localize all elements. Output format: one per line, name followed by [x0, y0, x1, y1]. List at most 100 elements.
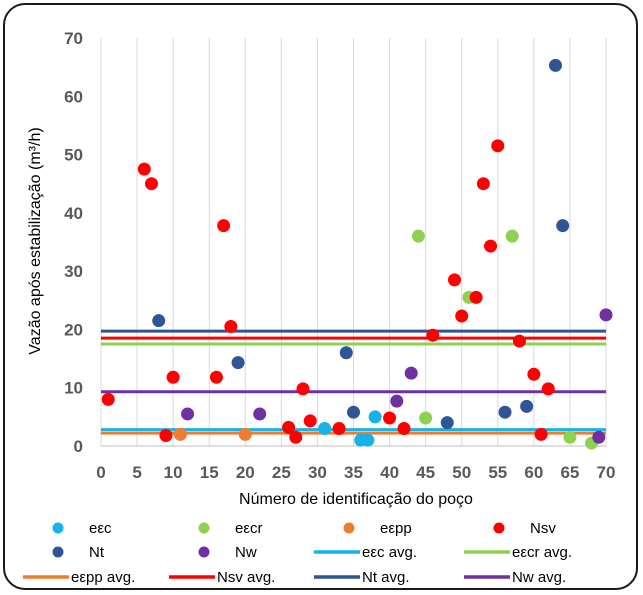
- legend-label: eεc: [89, 520, 112, 537]
- legend-label: eεcr avg.: [512, 544, 572, 561]
- x-tick-label: 0: [96, 463, 105, 482]
- x-tick-label: 5: [132, 463, 141, 482]
- legend-marker: [52, 546, 64, 558]
- legend-label: Nw avg.: [512, 569, 566, 586]
- data-point: [549, 58, 562, 72]
- data-point: [383, 411, 397, 425]
- y-axis-label: Vazão após estabilização (m³/h): [27, 127, 44, 354]
- data-point: [217, 219, 231, 233]
- data-point: [599, 308, 613, 322]
- data-point: [505, 229, 519, 243]
- legend-label: Nsv avg.: [217, 569, 275, 586]
- data-point: [224, 320, 238, 334]
- data-point: [404, 366, 418, 380]
- legend-marker: [493, 522, 505, 534]
- legend-label: Nw: [235, 544, 257, 561]
- data-point: [181, 407, 195, 421]
- data-point: [318, 422, 332, 436]
- legend-marker: [52, 522, 64, 534]
- x-tick-label: 25: [272, 463, 291, 482]
- data-point: [512, 334, 526, 348]
- data-point: [541, 382, 555, 396]
- x-tick-labels: 0 5 10 15 20 25 30 35 40 45 50 55 60 65 70: [96, 463, 615, 482]
- legend-marker: [343, 522, 355, 534]
- legend-label: Nsv: [530, 520, 556, 537]
- y-tick-label: 0: [74, 437, 83, 456]
- data-point: [361, 433, 375, 447]
- x-tick-label: 70: [597, 463, 616, 482]
- data-point: [166, 370, 180, 384]
- data-point: [390, 394, 404, 408]
- data-point: [368, 410, 382, 424]
- data-point: [238, 427, 252, 441]
- data-point: [101, 392, 115, 406]
- y-tick-labels: 0 10 20 30 40 50 60 70: [64, 29, 83, 456]
- data-point: [534, 427, 548, 441]
- data-point: [173, 427, 187, 441]
- x-tick-label: 35: [344, 463, 363, 482]
- chart-frame: [3, 3, 638, 590]
- legend-marker: [198, 522, 210, 534]
- x-tick-label: 50: [452, 463, 471, 482]
- data-point: [296, 382, 310, 396]
- data-point: [498, 405, 512, 419]
- data-point: [339, 346, 353, 360]
- data-point: [426, 328, 440, 342]
- legend-label: eεcr: [235, 520, 263, 537]
- x-tick-label: 30: [308, 463, 327, 482]
- x-tick-label: 65: [560, 463, 579, 482]
- data-point: [231, 356, 245, 370]
- data-point: [159, 429, 173, 443]
- legend-label: Nt avg.: [362, 569, 410, 586]
- data-point: [448, 273, 461, 287]
- data-points: [101, 58, 613, 450]
- data-point: [455, 309, 469, 323]
- data-point: [253, 407, 267, 421]
- legend-label: eεpp: [380, 520, 412, 537]
- y-tick-label: 60: [64, 87, 83, 106]
- x-tick-label: 55: [488, 463, 507, 482]
- legend-label: eεpp avg.: [71, 569, 135, 586]
- y-tick-label: 70: [64, 29, 83, 48]
- y-tick-label: 30: [64, 262, 83, 281]
- x-axis-label: Número de identificação do poço: [239, 491, 473, 508]
- data-point: [563, 430, 577, 444]
- data-point: [145, 177, 158, 191]
- data-point: [556, 219, 570, 233]
- legend-label: eεc avg.: [362, 544, 417, 561]
- data-point: [476, 177, 490, 191]
- data-point: [282, 420, 296, 434]
- data-point: [397, 422, 411, 436]
- x-tick-label: 40: [380, 463, 399, 482]
- data-point: [592, 430, 606, 444]
- x-tick-label: 15: [200, 463, 219, 482]
- data-point: [332, 422, 346, 436]
- x-tick-label: 45: [416, 463, 435, 482]
- data-point: [440, 416, 454, 430]
- y-tick-label: 20: [64, 320, 83, 339]
- data-point: [209, 370, 223, 384]
- data-point: [484, 239, 498, 253]
- data-point: [527, 367, 541, 381]
- data-point: [419, 411, 433, 425]
- y-tick-label: 40: [64, 204, 83, 223]
- y-tick-label: 50: [64, 146, 83, 165]
- legend: eεc eεcr eεpp Nsv Nt Nw eεc avg. eεcr avg. eεpp …: [23, 520, 572, 586]
- y-tick-label: 10: [64, 379, 83, 398]
- data-point: [411, 229, 425, 243]
- legend-label: Nt: [89, 544, 105, 561]
- x-tick-label: 10: [164, 463, 183, 482]
- data-point: [469, 290, 483, 304]
- data-point: [347, 405, 360, 419]
- data-point: [520, 399, 534, 413]
- data-point: [491, 139, 505, 153]
- data-point: [137, 162, 151, 176]
- x-tick-label: 20: [236, 463, 255, 482]
- legend-marker: [198, 546, 210, 558]
- data-point: [303, 414, 317, 428]
- data-point: [152, 314, 166, 328]
- x-tick-label: 60: [524, 463, 543, 482]
- data-point: [289, 430, 303, 444]
- grid-lines: [100, 38, 607, 447]
